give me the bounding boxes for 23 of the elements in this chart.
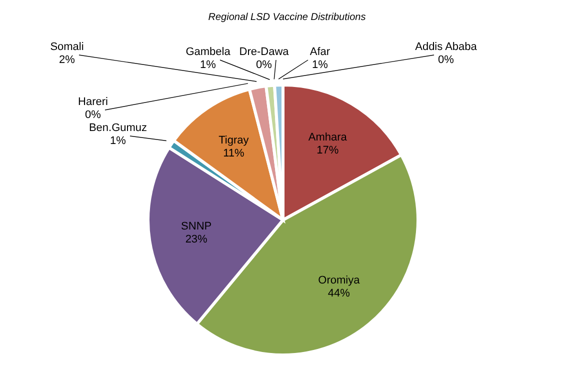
- category-label: Dre-Dawa: [239, 46, 289, 58]
- text: 0%: [85, 109, 101, 121]
- data-label: 2%: [59, 54, 76, 66]
- text: 0%: [256, 59, 272, 71]
- category-label: Hareri: [78, 96, 108, 108]
- data-label: 17%: [316, 144, 339, 156]
- data-label: 11%: [223, 147, 244, 160]
- slice-label: Gambela: [186, 46, 232, 58]
- slice-label: Oromiya: [318, 274, 361, 287]
- data-label: 1%: [200, 59, 216, 71]
- slice-label: SNNP: [181, 220, 212, 233]
- slice-label: Amhara: [308, 131, 348, 144]
- slice-label: Tigray: [218, 134, 250, 146]
- chart-title: Regional LSD Vaccine Distributions: [208, 12, 366, 23]
- data-label: 1%: [110, 135, 126, 147]
- category-label: Addis Ababa: [415, 41, 477, 53]
- text: 0%: [438, 54, 454, 66]
- slice-label: Afar: [310, 46, 330, 58]
- data-label: 1%: [312, 59, 328, 71]
- slice-label: Somali: [50, 41, 84, 53]
- data-label: 44%: [328, 288, 350, 300]
- data-label: 23%: [185, 234, 208, 246]
- slice-label: Ben.Gumuz: [88, 122, 148, 134]
